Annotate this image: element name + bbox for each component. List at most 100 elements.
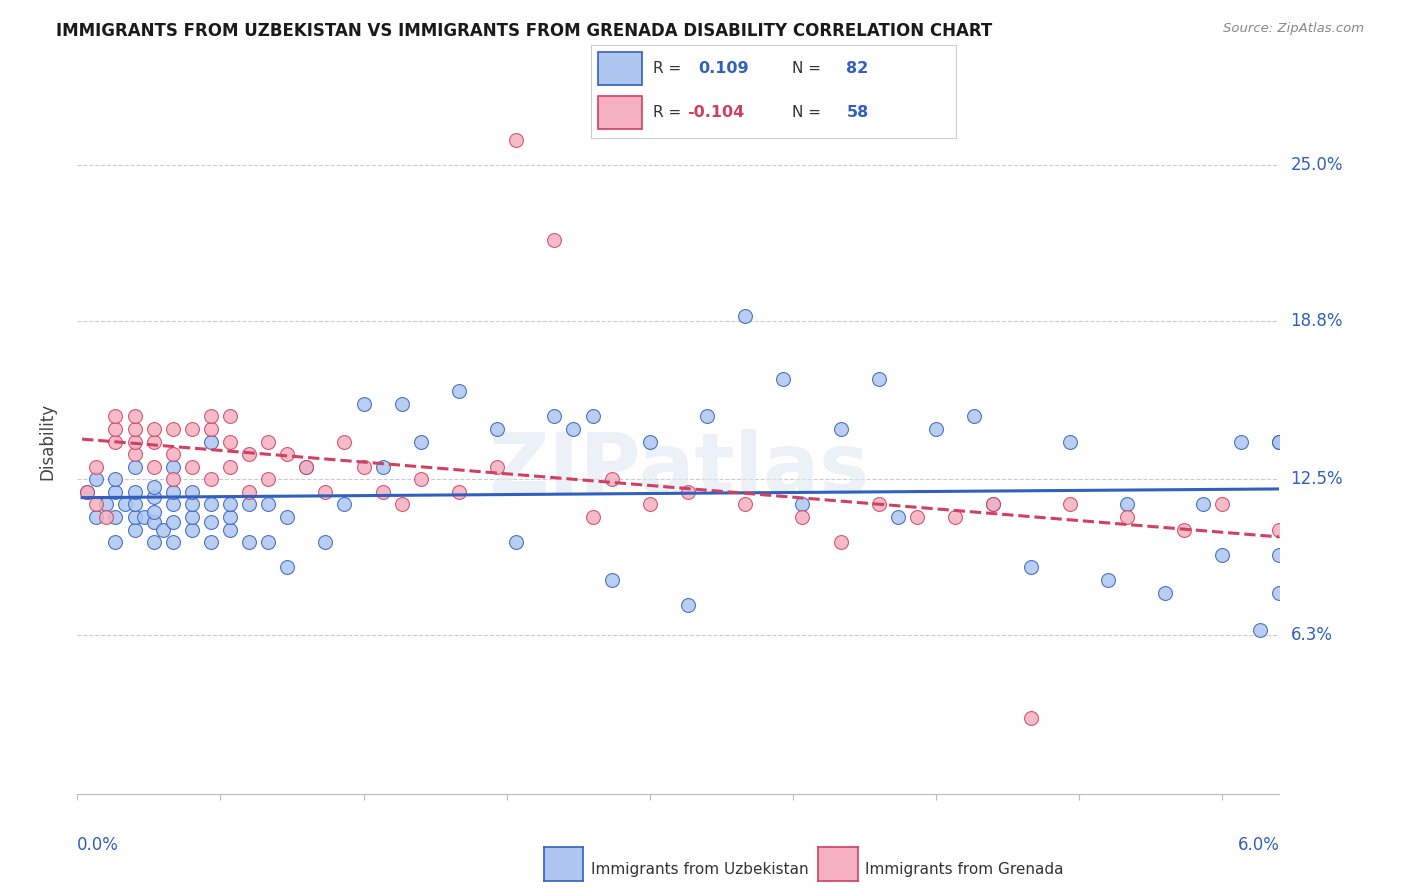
Point [219, 498, 242, 512]
Point [162, 498, 184, 512]
Point [180, 523, 202, 537]
Point [257, 472, 280, 486]
Bar [598, 96, 641, 129]
Point [868, 498, 890, 512]
Point [219, 459, 242, 474]
Point [295, 459, 318, 474]
Point [94, 510, 117, 524]
Point [219, 510, 242, 524]
Point [314, 535, 336, 549]
Text: ZIPatlas: ZIPatlas [488, 429, 869, 510]
Y-axis label: Disability: Disability [38, 403, 56, 480]
Text: 12.5%: 12.5% [1291, 470, 1343, 488]
Point [505, 132, 527, 146]
Point [162, 535, 184, 549]
Point [200, 515, 222, 529]
Point [200, 472, 222, 486]
Point [1211, 498, 1233, 512]
Point [772, 371, 794, 385]
Text: -0.104: -0.104 [688, 105, 745, 120]
Bar [598, 52, 641, 85]
Point [276, 447, 298, 461]
Point [925, 422, 948, 436]
Point [76, 484, 98, 499]
Point [238, 484, 260, 499]
Text: N =: N = [792, 61, 821, 76]
Point [124, 498, 146, 512]
Point [314, 484, 336, 499]
Point [868, 371, 890, 385]
Point [162, 472, 184, 486]
Point [142, 480, 165, 494]
Point [142, 422, 165, 436]
Text: 6.0%: 6.0% [1237, 836, 1279, 855]
Point [1192, 498, 1215, 512]
Point [1154, 585, 1177, 599]
Point [114, 498, 136, 512]
Point [1268, 548, 1291, 562]
Point [276, 560, 298, 574]
Point [562, 422, 585, 436]
Point [1115, 498, 1137, 512]
Point [1021, 711, 1043, 725]
Point [200, 422, 222, 436]
Point [638, 434, 661, 449]
Point [238, 498, 260, 512]
Point [505, 535, 527, 549]
Point [1173, 523, 1195, 537]
Point [409, 472, 432, 486]
Point [353, 397, 375, 411]
Point [543, 233, 565, 247]
Point [162, 484, 184, 499]
Point [447, 484, 470, 499]
Point [162, 422, 184, 436]
Point [104, 409, 127, 424]
Point [162, 515, 184, 529]
Point [638, 498, 661, 512]
Point [600, 573, 623, 587]
Point [447, 384, 470, 399]
Point [600, 472, 623, 486]
Point [124, 409, 146, 424]
Point [734, 498, 756, 512]
Point [180, 484, 202, 499]
Point [734, 309, 756, 323]
Point [142, 490, 165, 504]
Text: N =: N = [792, 105, 821, 120]
Point [257, 498, 280, 512]
Point [581, 409, 603, 424]
Point [180, 422, 202, 436]
Point [219, 434, 242, 449]
Point [257, 535, 280, 549]
Point [124, 510, 146, 524]
Point [200, 434, 222, 449]
Point [676, 484, 699, 499]
Point [86, 498, 108, 512]
Text: 0.109: 0.109 [699, 61, 749, 76]
Point [219, 409, 242, 424]
Point [1249, 624, 1271, 638]
Point [104, 535, 127, 549]
Point [94, 498, 117, 512]
Point [152, 523, 174, 537]
Text: 6.3%: 6.3% [1291, 626, 1333, 644]
Point [333, 498, 356, 512]
Point [391, 498, 413, 512]
Point [200, 409, 222, 424]
Point [124, 459, 146, 474]
Point [676, 598, 699, 612]
Point [943, 510, 966, 524]
Point [963, 409, 986, 424]
Point [86, 472, 108, 486]
Point [981, 498, 1004, 512]
Point [104, 484, 127, 499]
Point [104, 472, 127, 486]
Point [1268, 434, 1291, 449]
Text: 58: 58 [846, 105, 869, 120]
Text: Source: ZipAtlas.com: Source: ZipAtlas.com [1223, 22, 1364, 36]
Point [124, 523, 146, 537]
Point [581, 510, 603, 524]
Point [486, 422, 509, 436]
Point [104, 510, 127, 524]
Point [86, 459, 108, 474]
